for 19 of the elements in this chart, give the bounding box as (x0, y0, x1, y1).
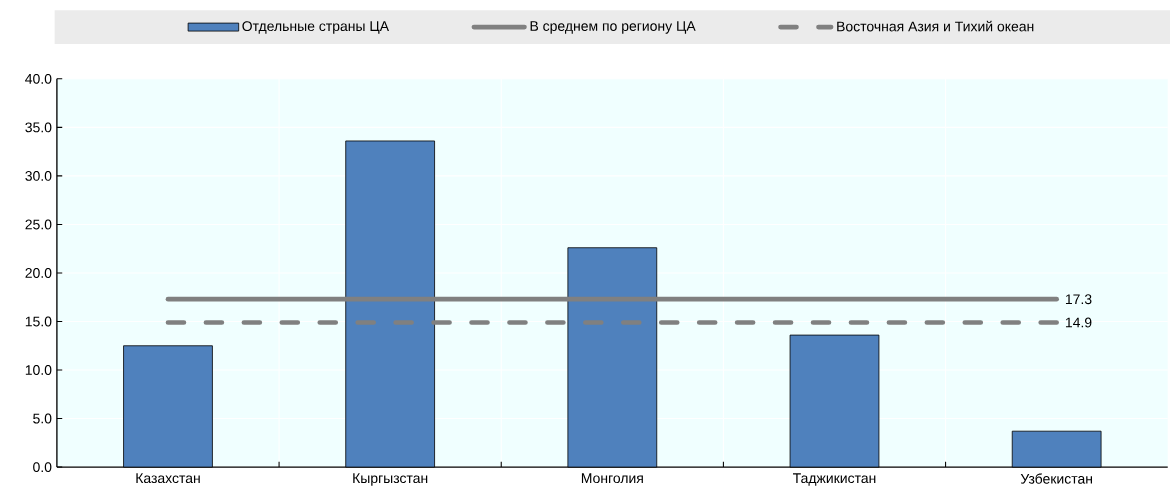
y-tick-label: 10.0 (25, 365, 52, 375)
legend-label: В среднем по региону ЦА (530, 21, 696, 34)
y-tick-label: 0.0 (33, 462, 52, 473)
x-tick-label: Узбекистан (1020, 473, 1092, 484)
y-tick-label: 30.0 (25, 170, 52, 181)
y-tick-label: 35.0 (25, 122, 52, 133)
x-tick-label: Таджикистан (792, 473, 876, 486)
y-tick-label: 25.0 (25, 219, 52, 230)
x-tick-label: Кыргызстан (353, 473, 428, 486)
data-label: 14.9 (1065, 317, 1092, 328)
y-tick-label: 15.0 (25, 316, 52, 327)
y-tick-label: 20.0 (25, 268, 52, 278)
x-tick-label: Монголия (581, 473, 643, 484)
x-tick-label: Казахстан (136, 473, 200, 484)
y-tick-label: 40.0 (25, 73, 52, 84)
y-tick-label: 5.0 (33, 413, 52, 424)
legend-label: Восточная Азия и Тихий океан (837, 20, 1034, 32)
legend-label: Отдельные страны ЦА (242, 21, 390, 34)
data-label: 17.3 (1065, 294, 1092, 305)
